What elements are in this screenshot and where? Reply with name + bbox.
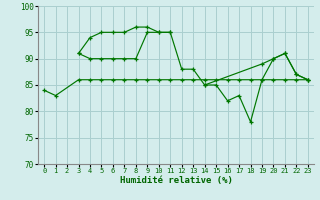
X-axis label: Humidité relative (%): Humidité relative (%): [120, 176, 232, 185]
